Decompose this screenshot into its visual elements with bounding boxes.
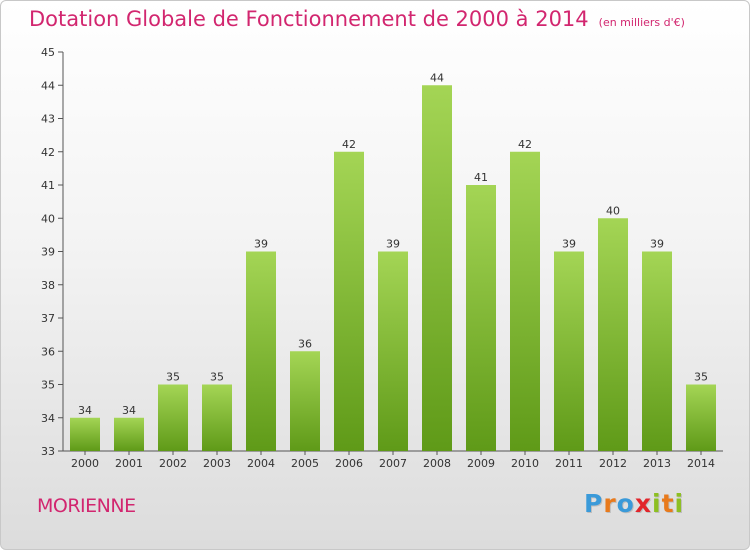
data-label: 35 [166, 371, 180, 384]
bar [422, 85, 452, 451]
x-tick-label: 2001 [115, 457, 143, 470]
bar [686, 384, 716, 451]
x-tick-label: 2006 [335, 457, 363, 470]
bar [70, 417, 100, 451]
bar [378, 251, 408, 451]
logo-letter: o [616, 489, 635, 518]
x-tick-label: 2012 [599, 457, 627, 470]
data-label: 42 [518, 138, 532, 151]
data-label: 36 [298, 337, 312, 350]
data-label: 39 [254, 238, 268, 251]
y-tick-label: 37 [41, 312, 55, 325]
bar [334, 151, 364, 451]
y-tick-label: 41 [41, 179, 55, 192]
x-tick-label: 2009 [467, 457, 495, 470]
data-label: 40 [606, 204, 620, 217]
data-label: 39 [650, 238, 664, 251]
commune-name: MORIENNE [37, 495, 136, 517]
y-tick-label: 36 [41, 345, 55, 358]
chart-title: Dotation Globale de Fonctionnement de 20… [29, 7, 685, 31]
x-tick-label: 2013 [643, 457, 671, 470]
x-tick-label: 2005 [291, 457, 319, 470]
data-label: 41 [474, 171, 488, 184]
y-tick-label: 40 [41, 212, 55, 225]
bar [290, 351, 320, 451]
proxiti-logo: Proxiti [584, 489, 684, 518]
data-label: 39 [562, 238, 576, 251]
bar [642, 251, 672, 451]
data-label: 44 [430, 71, 444, 84]
y-tick-label: 42 [41, 146, 55, 159]
data-label: 42 [342, 138, 356, 151]
bar [598, 218, 628, 451]
logo-letter: i [652, 489, 662, 518]
bar [158, 384, 188, 451]
bar [510, 151, 540, 451]
y-tick-label: 43 [41, 113, 55, 126]
logo-letter: x [634, 489, 652, 518]
y-tick-label: 44 [41, 79, 55, 92]
x-tick-label: 2000 [71, 457, 99, 470]
y-tick-label: 34 [41, 412, 55, 425]
y-tick-label: 45 [41, 46, 55, 59]
y-tick-label: 33 [41, 445, 55, 458]
data-label: 34 [78, 404, 92, 417]
x-tick-label: 2014 [687, 457, 715, 470]
bar [246, 251, 276, 451]
logo-letter: t [661, 489, 675, 518]
x-tick-label: 2010 [511, 457, 539, 470]
data-label: 35 [694, 371, 708, 384]
data-label: 35 [210, 371, 224, 384]
y-tick-label: 38 [41, 279, 55, 292]
logo-letter: P [584, 489, 604, 518]
chart-title-text: Dotation Globale de Fonctionnement de 20… [29, 7, 589, 31]
x-tick-label: 2003 [203, 457, 231, 470]
x-tick-label: 2004 [247, 457, 275, 470]
x-tick-label: 2002 [159, 457, 187, 470]
bar [202, 384, 232, 451]
data-label: 34 [122, 404, 136, 417]
logo-letter: i [674, 489, 685, 518]
data-label: 39 [386, 238, 400, 251]
y-tick-label: 39 [41, 246, 55, 259]
bar [554, 251, 584, 451]
logo-letter: r [603, 489, 617, 518]
y-tick-label: 35 [41, 379, 55, 392]
bar [114, 417, 144, 451]
x-tick-label: 2008 [423, 457, 451, 470]
chart-unit: (en milliers d'€) [598, 16, 685, 29]
x-tick-label: 2011 [555, 457, 583, 470]
x-tick-label: 2007 [379, 457, 407, 470]
bar [466, 185, 496, 451]
